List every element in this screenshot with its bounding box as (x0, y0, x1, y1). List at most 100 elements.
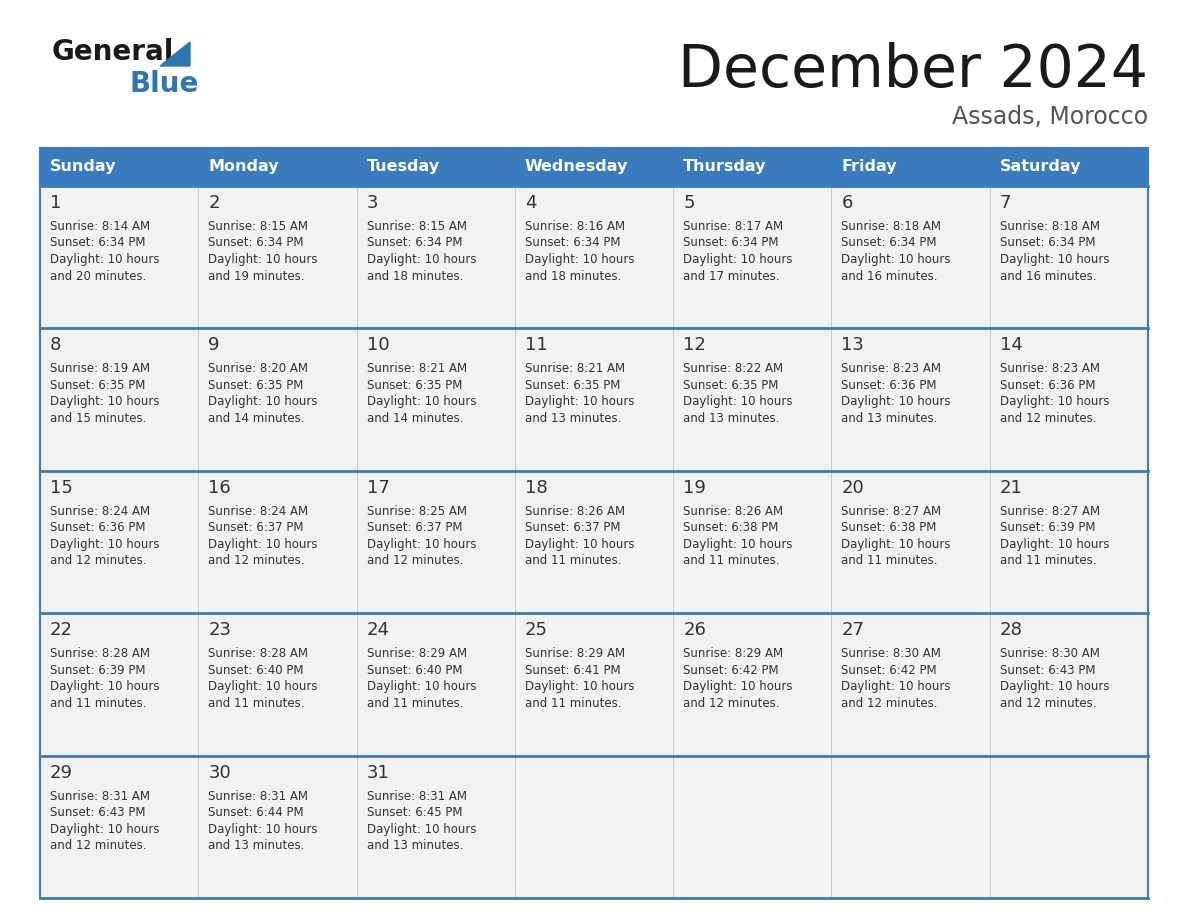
Bar (514, 756, 674, 898)
Text: 25: 25 (525, 621, 548, 639)
Text: Sunset: 6:34 PM: Sunset: 6:34 PM (841, 237, 937, 250)
Text: Sunset: 6:43 PM: Sunset: 6:43 PM (50, 806, 145, 819)
Text: Daylight: 10 hours: Daylight: 10 hours (525, 253, 634, 266)
Text: 15: 15 (50, 479, 72, 497)
Text: and 11 minutes.: and 11 minutes. (683, 554, 779, 567)
Text: and 17 minutes.: and 17 minutes. (683, 270, 779, 283)
Text: Daylight: 10 hours: Daylight: 10 hours (367, 538, 476, 551)
Bar (832, 186, 990, 329)
Bar (990, 471, 1148, 613)
Bar (40, 186, 198, 329)
Text: Saturday: Saturday (1000, 160, 1081, 174)
Text: and 11 minutes.: and 11 minutes. (1000, 554, 1097, 567)
Bar (198, 148, 356, 186)
Text: Sunrise: 8:23 AM: Sunrise: 8:23 AM (1000, 363, 1100, 375)
Bar (832, 471, 990, 613)
Text: Daylight: 10 hours: Daylight: 10 hours (208, 823, 317, 835)
Text: Sunrise: 8:24 AM: Sunrise: 8:24 AM (50, 505, 150, 518)
Text: Sunrise: 8:31 AM: Sunrise: 8:31 AM (208, 789, 308, 802)
Text: Sunrise: 8:29 AM: Sunrise: 8:29 AM (525, 647, 625, 660)
Text: Monday: Monday (208, 160, 279, 174)
Text: Daylight: 10 hours: Daylight: 10 hours (50, 823, 159, 835)
Text: and 15 minutes.: and 15 minutes. (50, 412, 146, 425)
Text: Sunrise: 8:15 AM: Sunrise: 8:15 AM (367, 220, 467, 233)
Text: and 18 minutes.: and 18 minutes. (525, 270, 621, 283)
Text: Sunset: 6:43 PM: Sunset: 6:43 PM (1000, 664, 1095, 677)
Bar (356, 756, 514, 898)
Text: 27: 27 (841, 621, 865, 639)
Bar (40, 756, 198, 898)
Text: 31: 31 (367, 764, 390, 781)
Bar (198, 329, 356, 471)
Text: Sunrise: 8:28 AM: Sunrise: 8:28 AM (50, 647, 150, 660)
Text: Sunset: 6:39 PM: Sunset: 6:39 PM (1000, 521, 1095, 534)
Text: Daylight: 10 hours: Daylight: 10 hours (1000, 396, 1110, 409)
Text: Daylight: 10 hours: Daylight: 10 hours (50, 680, 159, 693)
Text: Sunset: 6:39 PM: Sunset: 6:39 PM (50, 664, 145, 677)
Text: Sunset: 6:35 PM: Sunset: 6:35 PM (683, 379, 778, 392)
Bar (990, 613, 1148, 756)
Text: Sunrise: 8:26 AM: Sunrise: 8:26 AM (683, 505, 783, 518)
Text: 19: 19 (683, 479, 706, 497)
Bar (40, 148, 198, 186)
Text: and 16 minutes.: and 16 minutes. (841, 270, 939, 283)
Text: 1: 1 (50, 194, 62, 212)
Text: Sunrise: 8:17 AM: Sunrise: 8:17 AM (683, 220, 783, 233)
Text: Daylight: 10 hours: Daylight: 10 hours (841, 680, 950, 693)
Text: Sunset: 6:40 PM: Sunset: 6:40 PM (367, 664, 462, 677)
Text: 23: 23 (208, 621, 232, 639)
Text: Sunrise: 8:28 AM: Sunrise: 8:28 AM (208, 647, 308, 660)
Bar (514, 148, 674, 186)
Bar (674, 613, 832, 756)
Text: 17: 17 (367, 479, 390, 497)
Text: Daylight: 10 hours: Daylight: 10 hours (50, 396, 159, 409)
Text: and 11 minutes.: and 11 minutes. (208, 697, 305, 710)
Text: Sunset: 6:40 PM: Sunset: 6:40 PM (208, 664, 304, 677)
Text: Sunrise: 8:20 AM: Sunrise: 8:20 AM (208, 363, 308, 375)
Text: and 20 minutes.: and 20 minutes. (50, 270, 146, 283)
Bar (198, 186, 356, 329)
Text: 2: 2 (208, 194, 220, 212)
Text: Daylight: 10 hours: Daylight: 10 hours (683, 253, 792, 266)
Text: and 13 minutes.: and 13 minutes. (841, 412, 937, 425)
Text: Sunset: 6:45 PM: Sunset: 6:45 PM (367, 806, 462, 819)
Text: Daylight: 10 hours: Daylight: 10 hours (525, 680, 634, 693)
Text: Sunrise: 8:26 AM: Sunrise: 8:26 AM (525, 505, 625, 518)
Bar (514, 329, 674, 471)
Text: Sunrise: 8:21 AM: Sunrise: 8:21 AM (525, 363, 625, 375)
Text: Sunrise: 8:29 AM: Sunrise: 8:29 AM (683, 647, 783, 660)
Text: and 11 minutes.: and 11 minutes. (525, 697, 621, 710)
Text: 7: 7 (1000, 194, 1011, 212)
Bar (990, 756, 1148, 898)
Text: 30: 30 (208, 764, 230, 781)
Text: Thursday: Thursday (683, 160, 766, 174)
Text: Sunrise: 8:24 AM: Sunrise: 8:24 AM (208, 505, 309, 518)
Text: 8: 8 (50, 336, 62, 354)
Bar (514, 613, 674, 756)
Text: Sunset: 6:35 PM: Sunset: 6:35 PM (50, 379, 145, 392)
Text: Daylight: 10 hours: Daylight: 10 hours (525, 396, 634, 409)
Text: and 14 minutes.: and 14 minutes. (208, 412, 305, 425)
Text: Sunrise: 8:18 AM: Sunrise: 8:18 AM (841, 220, 941, 233)
Bar (198, 471, 356, 613)
Text: Sunset: 6:35 PM: Sunset: 6:35 PM (208, 379, 304, 392)
Text: Friday: Friday (841, 160, 897, 174)
Text: and 11 minutes.: and 11 minutes. (841, 554, 939, 567)
Text: Sunrise: 8:23 AM: Sunrise: 8:23 AM (841, 363, 941, 375)
Polygon shape (160, 42, 190, 66)
Bar (674, 329, 832, 471)
Text: Sunrise: 8:30 AM: Sunrise: 8:30 AM (1000, 647, 1100, 660)
Text: Sunset: 6:34 PM: Sunset: 6:34 PM (525, 237, 620, 250)
Text: and 12 minutes.: and 12 minutes. (1000, 697, 1097, 710)
Text: December 2024: December 2024 (678, 42, 1148, 99)
Text: Daylight: 10 hours: Daylight: 10 hours (1000, 680, 1110, 693)
Text: Sunset: 6:34 PM: Sunset: 6:34 PM (208, 237, 304, 250)
Text: Sunrise: 8:22 AM: Sunrise: 8:22 AM (683, 363, 783, 375)
Text: Assads, Morocco: Assads, Morocco (952, 105, 1148, 129)
Text: Sunset: 6:36 PM: Sunset: 6:36 PM (841, 379, 937, 392)
Text: Daylight: 10 hours: Daylight: 10 hours (367, 680, 476, 693)
Text: Sunset: 6:37 PM: Sunset: 6:37 PM (208, 521, 304, 534)
Text: Sunset: 6:42 PM: Sunset: 6:42 PM (841, 664, 937, 677)
Text: 3: 3 (367, 194, 378, 212)
Text: Sunrise: 8:16 AM: Sunrise: 8:16 AM (525, 220, 625, 233)
